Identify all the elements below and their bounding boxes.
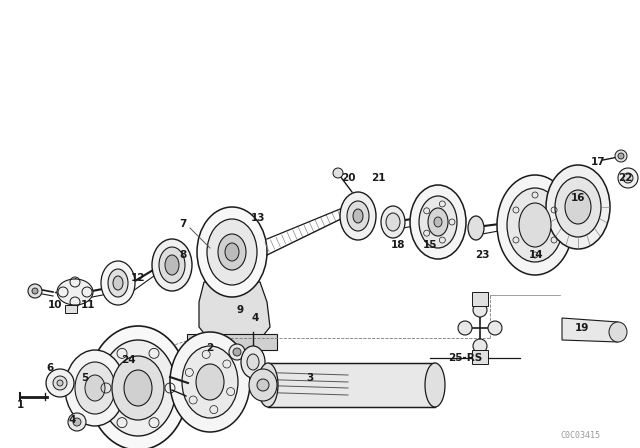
Text: 2: 2 [206,343,214,353]
Ellipse shape [85,375,105,401]
Polygon shape [562,318,618,342]
Ellipse shape [182,346,238,418]
Text: 12: 12 [131,273,145,283]
Text: 5: 5 [81,373,88,383]
Circle shape [618,168,638,188]
Circle shape [233,348,241,356]
Polygon shape [199,282,270,337]
Text: 17: 17 [591,157,605,167]
Ellipse shape [410,185,466,259]
Text: 24: 24 [121,355,135,365]
Ellipse shape [434,217,442,227]
Text: 8: 8 [179,250,187,260]
Ellipse shape [207,219,257,285]
Ellipse shape [428,208,448,236]
Ellipse shape [555,177,601,237]
Text: 1: 1 [17,400,24,410]
Ellipse shape [347,201,369,231]
Ellipse shape [497,175,573,275]
Ellipse shape [165,255,179,275]
Ellipse shape [101,261,135,305]
Text: 19: 19 [575,323,589,333]
Ellipse shape [340,192,376,240]
Ellipse shape [247,354,259,370]
Ellipse shape [108,269,128,297]
Text: 22: 22 [618,173,632,183]
Ellipse shape [75,362,115,414]
Circle shape [257,379,269,391]
Ellipse shape [65,350,125,426]
Ellipse shape [249,369,277,401]
Text: 4: 4 [68,415,76,425]
Bar [187,334,277,350]
Ellipse shape [113,276,123,290]
Ellipse shape [112,356,164,420]
Text: C0C03415: C0C03415 [560,431,600,439]
Circle shape [473,339,487,353]
Ellipse shape [57,279,93,305]
Text: 16: 16 [571,193,585,203]
Circle shape [57,380,63,386]
Text: 25-RS: 25-RS [448,353,482,363]
Ellipse shape [218,234,246,270]
Ellipse shape [100,340,176,436]
Circle shape [618,153,624,159]
Ellipse shape [88,326,188,448]
Text: 15: 15 [423,240,437,250]
Ellipse shape [152,239,192,291]
Ellipse shape [241,346,265,378]
Text: 14: 14 [529,250,543,260]
Text: 23: 23 [475,250,489,260]
Ellipse shape [197,207,267,297]
Ellipse shape [124,370,152,406]
Circle shape [229,344,245,360]
Circle shape [32,288,38,294]
Text: 6: 6 [46,363,54,373]
Ellipse shape [159,247,185,283]
Ellipse shape [419,196,457,248]
Circle shape [73,418,81,426]
Circle shape [28,284,42,298]
Ellipse shape [196,364,224,400]
Text: 11: 11 [81,300,95,310]
Text: 9: 9 [236,305,244,315]
Circle shape [458,321,472,335]
Bar [472,292,488,306]
Bar [268,363,435,407]
Ellipse shape [609,322,627,342]
Circle shape [473,303,487,317]
Circle shape [488,321,502,335]
Bar [472,350,488,364]
Ellipse shape [386,213,400,231]
Ellipse shape [519,203,551,247]
Circle shape [53,376,67,390]
Ellipse shape [258,363,278,407]
Ellipse shape [353,209,363,223]
Circle shape [46,369,74,397]
Ellipse shape [546,165,610,249]
Ellipse shape [425,363,445,407]
Ellipse shape [381,206,405,238]
Text: 21: 21 [371,173,385,183]
Ellipse shape [468,216,484,240]
Text: 20: 20 [340,173,355,183]
Circle shape [333,168,343,178]
Text: 4: 4 [252,313,259,323]
Ellipse shape [565,190,591,224]
Ellipse shape [225,243,239,261]
Circle shape [623,173,633,183]
Text: 7: 7 [179,219,187,229]
Ellipse shape [507,188,563,262]
Bar [65,305,77,313]
Ellipse shape [170,332,250,432]
Text: 18: 18 [391,240,405,250]
Text: 3: 3 [307,373,314,383]
Circle shape [68,413,86,431]
Text: 10: 10 [48,300,62,310]
Circle shape [615,150,627,162]
Text: 13: 13 [251,213,265,223]
